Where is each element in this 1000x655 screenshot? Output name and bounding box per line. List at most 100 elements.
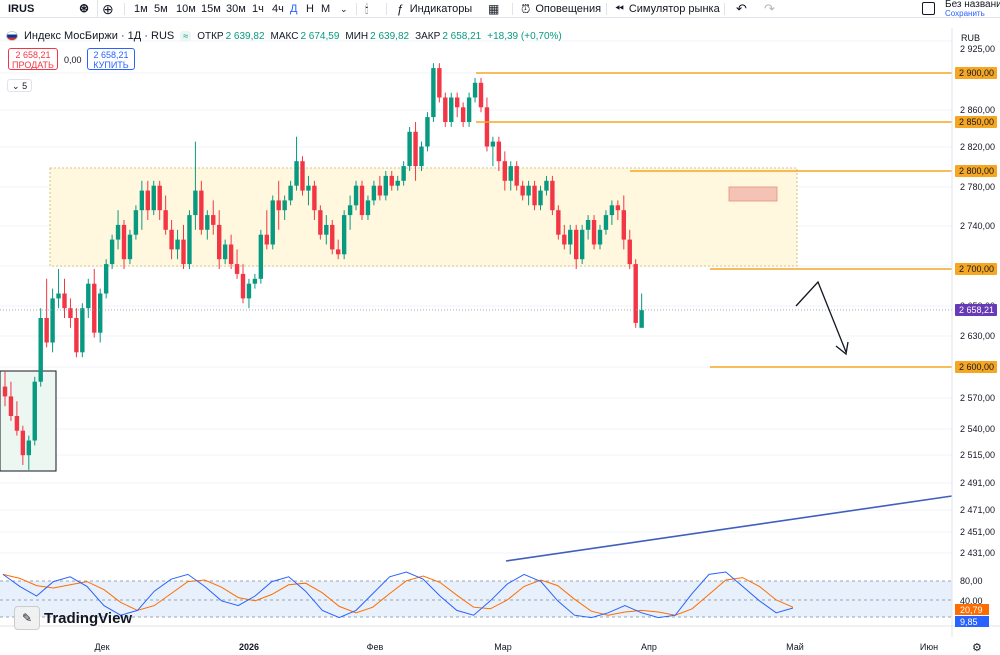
candle[interactable] xyxy=(133,210,139,235)
candle[interactable] xyxy=(109,239,115,265)
candle[interactable] xyxy=(2,386,8,397)
candle[interactable] xyxy=(157,185,162,211)
candle[interactable] xyxy=(252,278,258,284)
candle[interactable] xyxy=(38,318,43,382)
brush-icon[interactable]: ✎ xyxy=(14,606,40,630)
candle[interactable] xyxy=(336,249,341,255)
redo-icon[interactable]: ↷ xyxy=(764,1,775,16)
candle[interactable] xyxy=(98,293,103,333)
candle[interactable] xyxy=(562,234,567,245)
candle[interactable] xyxy=(603,215,609,230)
alerts-button[interactable]: ⏰︎ Оповещения xyxy=(521,0,601,18)
candle[interactable] xyxy=(437,68,442,98)
candle[interactable] xyxy=(544,180,549,191)
candle[interactable] xyxy=(74,318,79,353)
candle[interactable] xyxy=(449,97,454,123)
candle[interactable] xyxy=(86,283,91,309)
candle[interactable] xyxy=(175,239,180,250)
candle[interactable] xyxy=(585,220,591,230)
level-price-badge[interactable] xyxy=(955,165,997,177)
candle[interactable] xyxy=(419,146,424,167)
level-price-badge[interactable] xyxy=(955,361,997,373)
candle[interactable] xyxy=(472,82,478,98)
candle[interactable] xyxy=(193,190,198,216)
candle[interactable] xyxy=(181,239,186,265)
last-price-badge[interactable] xyxy=(955,303,997,316)
candle[interactable] xyxy=(514,166,519,186)
candle[interactable] xyxy=(395,180,400,186)
candle[interactable] xyxy=(222,244,228,260)
timeframe-4[interactable]: 15м xyxy=(201,3,221,15)
compare-icon[interactable]: ⊛ xyxy=(78,1,89,15)
candle[interactable] xyxy=(615,205,621,211)
candle[interactable] xyxy=(407,131,412,167)
candle[interactable] xyxy=(20,430,26,456)
candle[interactable] xyxy=(508,166,513,181)
candle[interactable] xyxy=(258,234,264,279)
indicators-collapse-button[interactable]: ⌄ 5 xyxy=(7,79,33,92)
timeframe-9[interactable]: Н xyxy=(306,3,314,15)
candle[interactable] xyxy=(579,229,585,260)
candle[interactable] xyxy=(383,175,388,196)
candle[interactable] xyxy=(520,185,525,196)
candle[interactable] xyxy=(199,190,204,230)
candle[interactable] xyxy=(621,210,626,240)
stochastic-pane[interactable] xyxy=(0,571,952,619)
candle[interactable] xyxy=(496,141,502,162)
candle[interactable] xyxy=(413,131,418,167)
timeframe-10[interactable]: М xyxy=(321,3,331,15)
candle[interactable] xyxy=(300,161,305,191)
candle[interactable] xyxy=(228,244,234,265)
simulator-button[interactable]: ⏪︎ Симулятор рынка xyxy=(615,0,720,18)
timeframe-7[interactable]: 4ч xyxy=(272,3,284,15)
candle[interactable] xyxy=(347,205,353,216)
candle[interactable] xyxy=(526,185,531,196)
candle[interactable] xyxy=(26,440,31,456)
candle[interactable] xyxy=(205,215,210,230)
candle[interactable] xyxy=(341,215,347,255)
level-price-badge[interactable] xyxy=(955,263,997,275)
candle[interactable] xyxy=(568,229,573,245)
time-axis[interactable]: Дек 2026 Фев Мар Апр Май Июн xyxy=(94,642,938,652)
candle[interactable] xyxy=(460,107,466,122)
candle[interactable] xyxy=(324,224,329,235)
candle[interactable] xyxy=(276,200,281,211)
timeframe-8[interactable]: Д xyxy=(290,3,298,15)
candle[interactable] xyxy=(359,185,365,216)
candle[interactable] xyxy=(466,97,472,123)
buy-button[interactable]: 2 658,21 КУПИТЬ xyxy=(87,48,135,70)
candle[interactable] xyxy=(330,224,335,250)
candle[interactable] xyxy=(270,200,275,245)
candle[interactable] xyxy=(288,185,293,201)
candles[interactable] xyxy=(2,63,644,470)
candle[interactable] xyxy=(294,161,299,186)
candle[interactable] xyxy=(389,175,394,186)
candle[interactable] xyxy=(115,224,121,240)
candle[interactable] xyxy=(532,185,537,206)
candle[interactable] xyxy=(353,185,359,206)
candle[interactable] xyxy=(574,229,579,260)
candle[interactable] xyxy=(431,68,436,118)
candle[interactable] xyxy=(282,200,287,211)
candle[interactable] xyxy=(103,264,109,294)
chevron-down-icon[interactable]: ⌄ xyxy=(340,3,348,14)
undo-icon[interactable]: ↶ xyxy=(736,1,747,16)
candle[interactable] xyxy=(169,229,174,250)
candle[interactable] xyxy=(401,166,406,181)
candle[interactable] xyxy=(490,141,496,147)
settings-gear-icon[interactable]: ⚙ xyxy=(972,642,982,654)
candle[interactable] xyxy=(14,416,20,431)
candle[interactable] xyxy=(80,308,85,353)
layouts-icon[interactable]: ▦ xyxy=(488,2,500,16)
candle[interactable] xyxy=(217,224,222,260)
candle[interactable] xyxy=(502,161,507,181)
level-price-badge[interactable] xyxy=(955,67,997,79)
candle[interactable] xyxy=(609,205,615,216)
candle[interactable] xyxy=(484,107,490,147)
level-price-badge[interactable] xyxy=(955,116,997,128)
candle[interactable] xyxy=(121,224,127,260)
candle[interactable] xyxy=(633,264,638,323)
candle[interactable] xyxy=(550,180,555,211)
